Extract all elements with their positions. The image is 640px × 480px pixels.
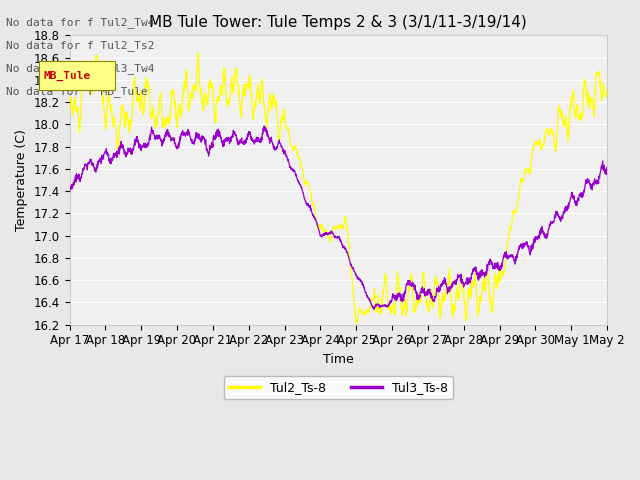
X-axis label: Time: Time bbox=[323, 353, 354, 366]
Text: No data for f MB_Tule: No data for f MB_Tule bbox=[6, 86, 148, 97]
Y-axis label: Temperature (C): Temperature (C) bbox=[15, 129, 28, 231]
Text: No data for f Tul2_Tw4: No data for f Tul2_Tw4 bbox=[6, 17, 155, 28]
Legend: Tul2_Ts-8, Tul3_Ts-8: Tul2_Ts-8, Tul3_Ts-8 bbox=[223, 376, 453, 399]
Text: No data for f Tul2_Ts2: No data for f Tul2_Ts2 bbox=[6, 40, 155, 51]
Text: No data for f Tul3_Tw4: No data for f Tul3_Tw4 bbox=[6, 63, 155, 74]
Title: MB Tule Tower: Tule Temps 2 & 3 (3/1/11-3/19/14): MB Tule Tower: Tule Temps 2 & 3 (3/1/11-… bbox=[150, 15, 527, 30]
Text: MB_Tule: MB_Tule bbox=[44, 71, 91, 81]
